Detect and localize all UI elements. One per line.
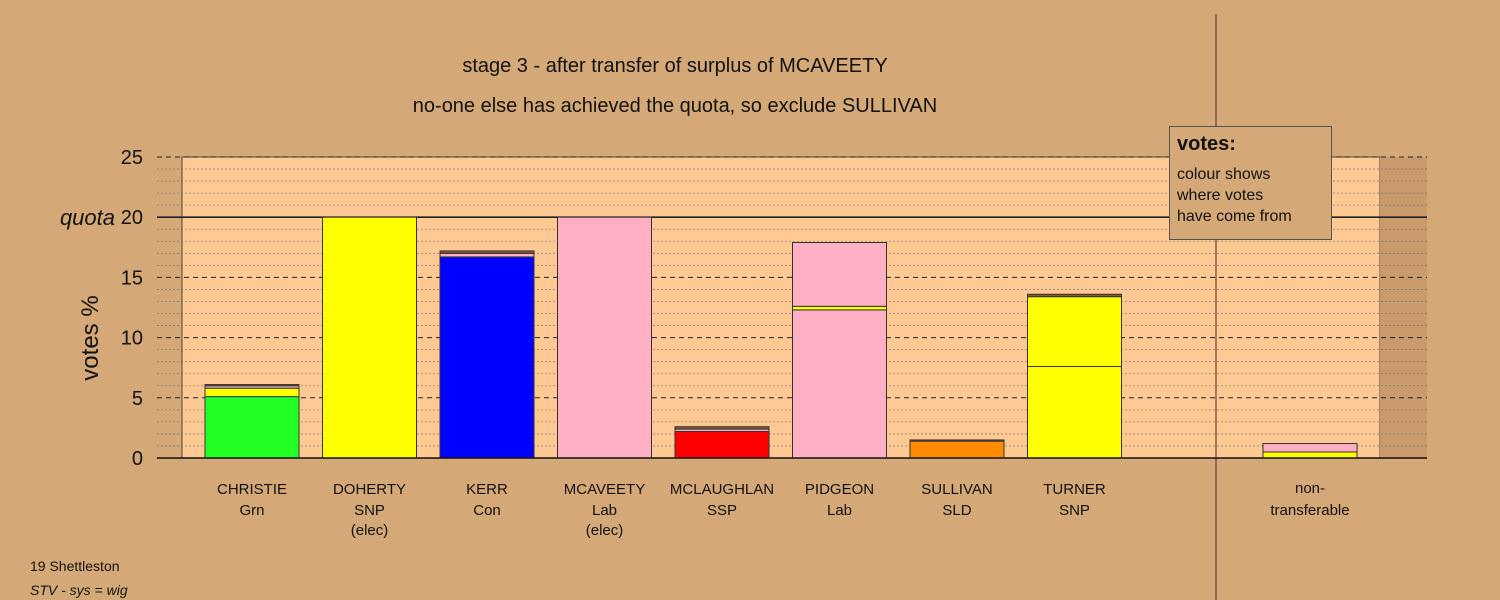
bar-pidgeon-segment-2 (792, 241, 887, 307)
candidate-party: Lab (592, 502, 617, 519)
y-axis-label: votes % (77, 295, 104, 380)
bar-sullivan-segment-0 (909, 440, 1005, 459)
legend-line-3: have come from (1177, 208, 1292, 225)
system-label: STV - sys = wig (30, 582, 128, 598)
plot-area-shade (1380, 157, 1427, 458)
chart-subtitle: no-one else has achieved the quota, so e… (413, 95, 937, 117)
quota-label: quota (60, 205, 115, 230)
candidate-note: (elec) (586, 522, 624, 539)
bar-christie-segment-0 (204, 396, 300, 459)
candidate-name: PIDGEON (805, 481, 874, 498)
bar-turner-segment-2 (1027, 293, 1122, 298)
bar-turner-segment-0 (1027, 365, 1122, 459)
ward-name: 19 Shettleston (30, 558, 120, 574)
legend-line-1: colour shows (1177, 166, 1271, 183)
non-transferable-label-1: non- (1295, 480, 1325, 497)
candidate-note: (elec) (351, 522, 389, 539)
y-tick-label: 5 (132, 388, 143, 410)
non-transferable-label-2: transferable (1270, 502, 1349, 519)
candidate-name: MCLAUGHLAN (670, 481, 774, 498)
bar-pidgeon-segment-0 (792, 309, 887, 459)
bar-pidgeon-segment-1 (792, 305, 887, 311)
bar-mclaughlan-segment-2 (674, 426, 770, 430)
candidate-party: Grn (239, 502, 264, 519)
candidate-party: SNP (1059, 502, 1090, 519)
candidate-name: TURNER (1043, 481, 1106, 498)
legend-box: votes: colour shows where votes have com… (1169, 126, 1332, 240)
y-tick-label: 25 (121, 147, 143, 169)
bar-mclaughlan-segment-0 (674, 431, 770, 459)
bar-christie-segment-3 (204, 384, 300, 387)
bar-non-transferable-segment-0 (1262, 451, 1358, 459)
bar-turner-segment-1 (1027, 296, 1122, 367)
legend-line-2: where votes (1177, 187, 1264, 204)
candidate-party: Con (473, 502, 501, 519)
candidate-name: CHRISTIE (217, 481, 287, 498)
bar-non-transferable-segment-1 (1262, 443, 1358, 453)
bar-kerr-segment-1 (439, 252, 535, 258)
candidate-name: DOHERTY (333, 481, 406, 498)
y-tick-label: 10 (121, 328, 143, 350)
candidate-party: SLD (942, 502, 971, 519)
candidate-party: Lab (827, 502, 852, 519)
legend-title: votes: (1177, 133, 1236, 155)
chart-title: stage 3 - after transfer of surplus of M… (462, 55, 887, 77)
candidate-name: SULLIVAN (921, 481, 992, 498)
bar-christie-segment-1 (204, 387, 300, 398)
y-tick-label: 15 (121, 267, 143, 289)
candidate-name: MCAVEETY (564, 481, 645, 498)
bar-kerr-segment-2 (439, 250, 535, 254)
bar-mcaveety-segment-0 (557, 216, 652, 459)
bar-doherty-segment-0 (322, 216, 417, 459)
y-tick-label: 20 (121, 207, 143, 229)
y-tick-label: 0 (132, 448, 143, 470)
candidate-party: SNP (354, 502, 385, 519)
candidate-party: SSP (707, 502, 737, 519)
bar-sullivan-segment-1 (909, 439, 1005, 442)
candidate-name: KERR (466, 481, 508, 498)
bar-kerr-segment-0 (439, 256, 535, 459)
